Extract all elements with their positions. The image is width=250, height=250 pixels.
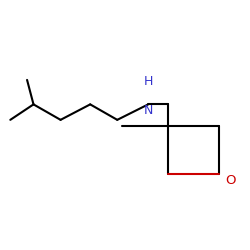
Text: O: O: [226, 174, 236, 187]
Text: H: H: [144, 75, 153, 88]
Text: N: N: [144, 104, 153, 118]
